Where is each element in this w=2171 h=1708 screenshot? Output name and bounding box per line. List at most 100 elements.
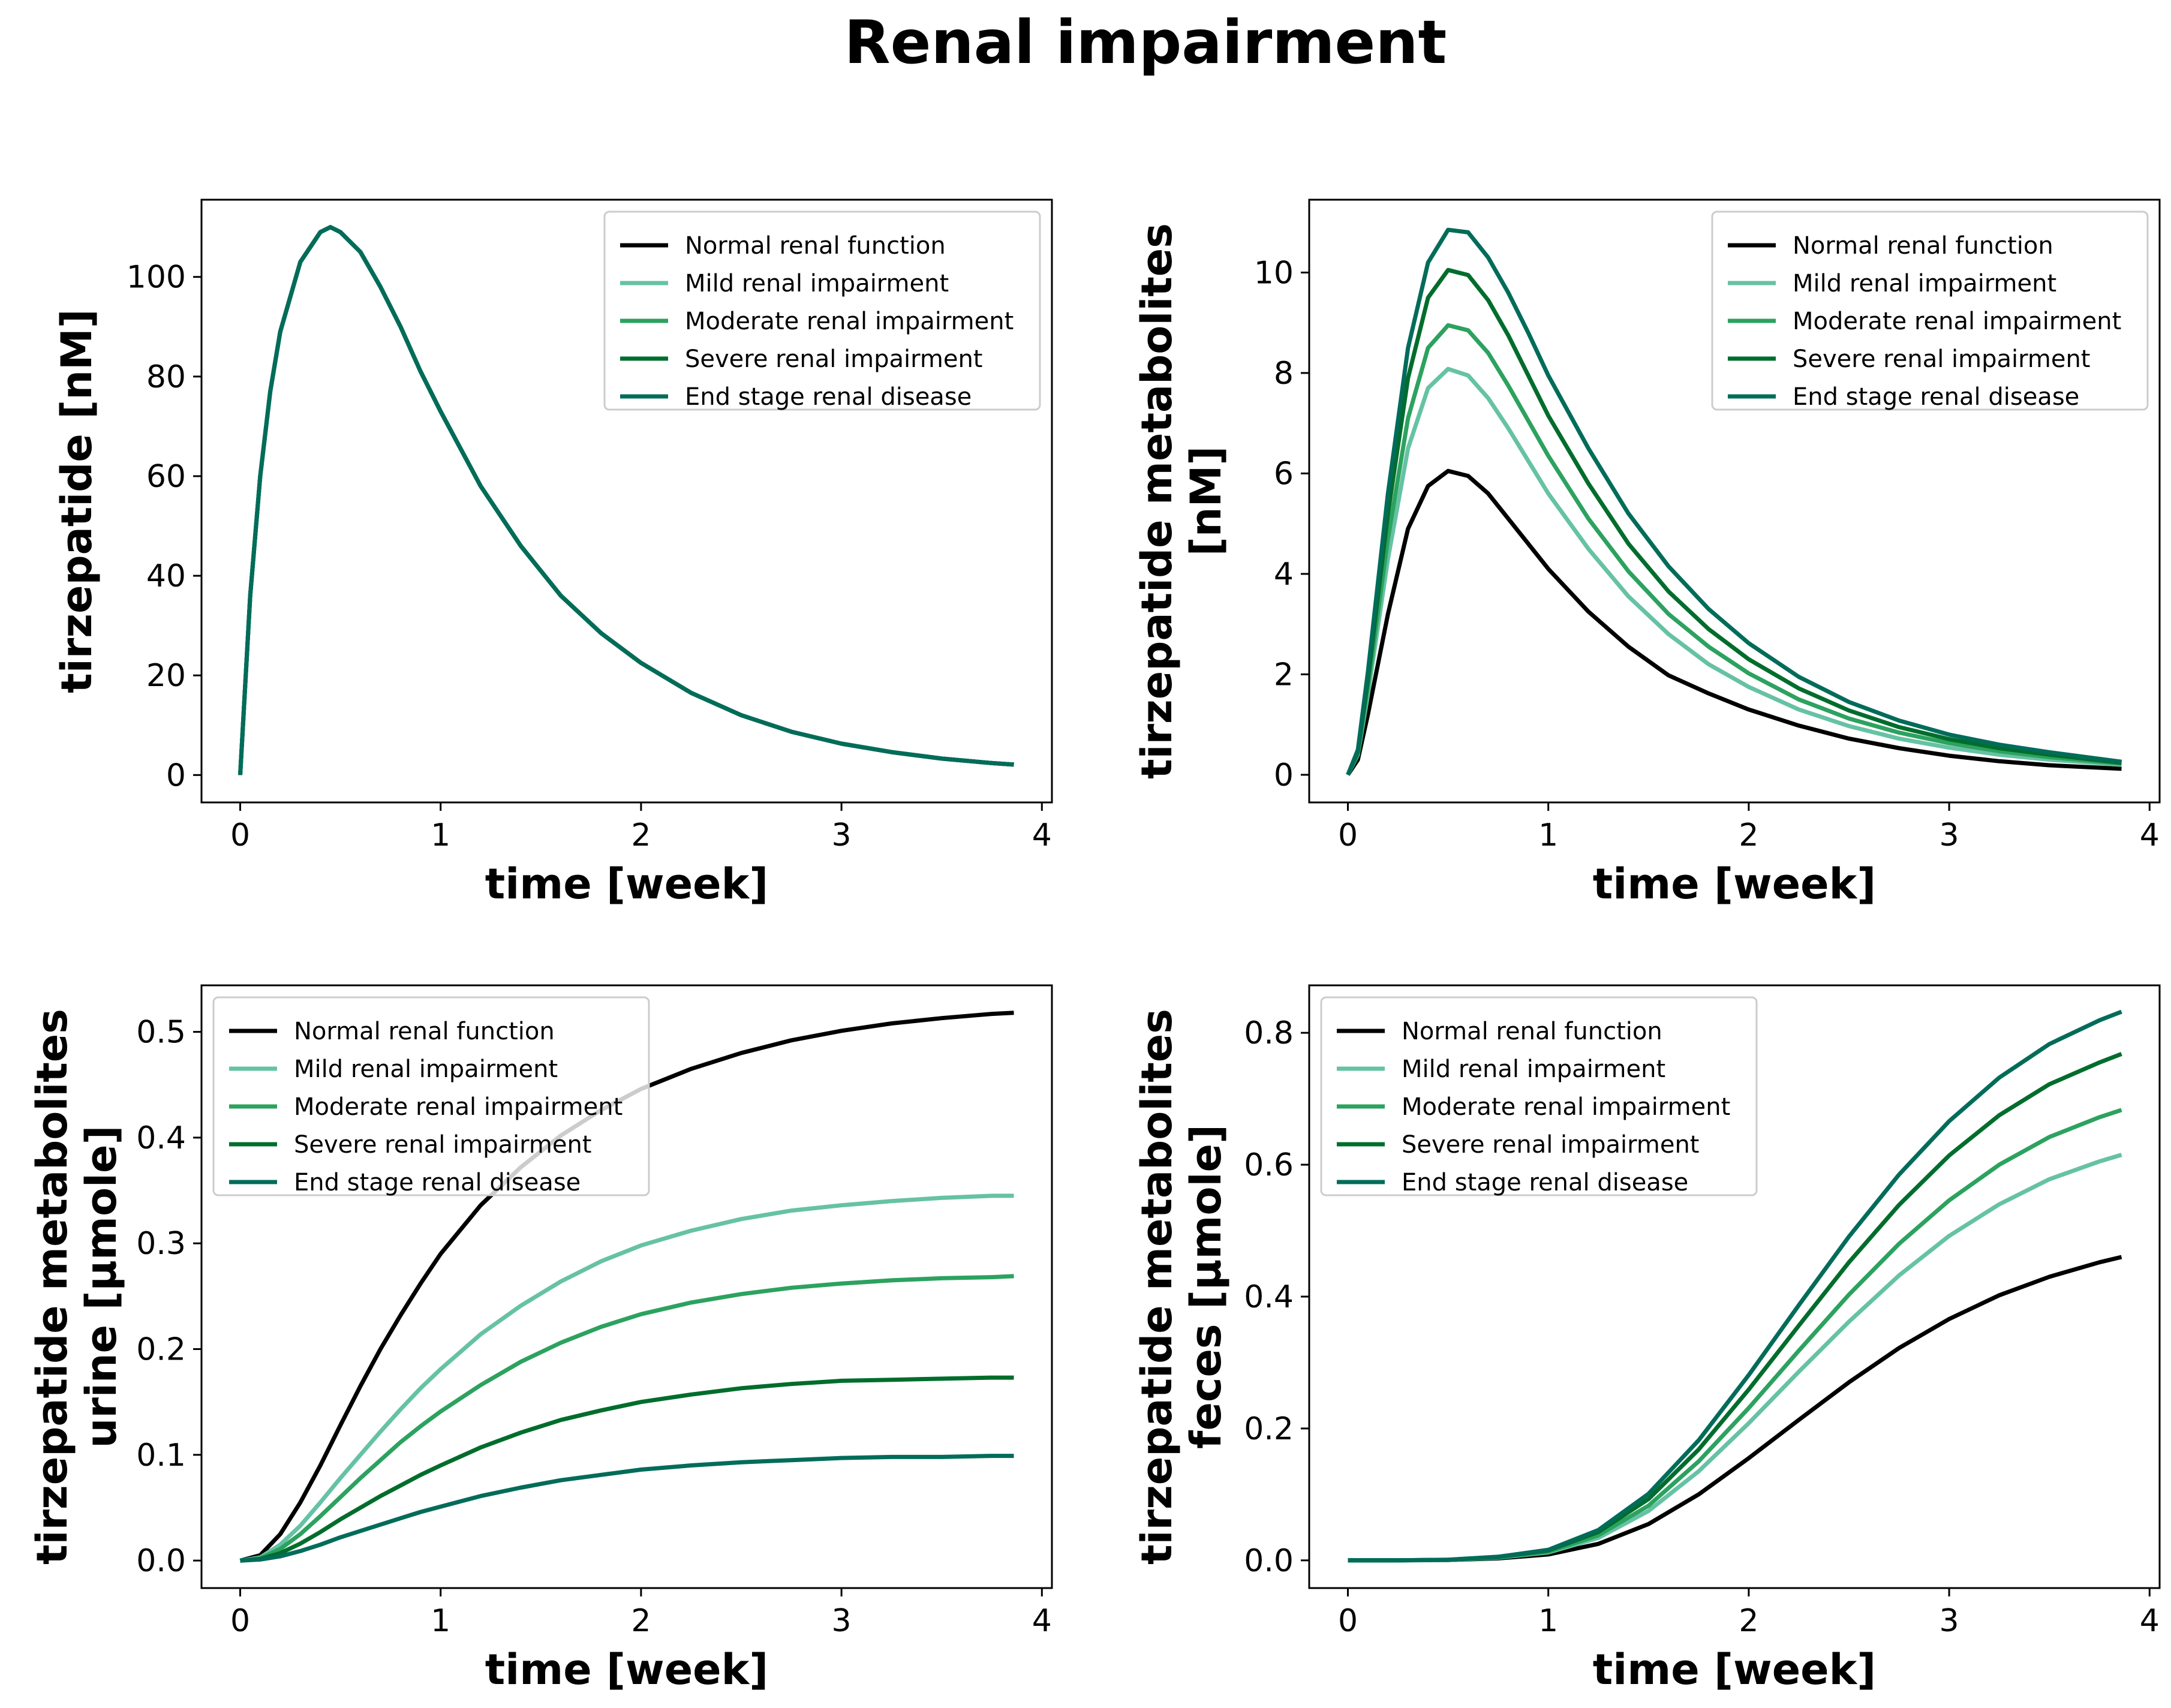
legend-label-4: Severe renal impairment xyxy=(1402,1131,1699,1159)
x-axis-label: time [week] xyxy=(1593,1645,1876,1694)
x-tick-label: 3 xyxy=(832,817,852,853)
axes-frame xyxy=(200,984,1053,1589)
y-tick-label: 0.0 xyxy=(1244,1543,1294,1579)
x-tick-label: 2 xyxy=(1739,1603,1758,1639)
x-tick-label: 1 xyxy=(431,817,450,853)
legend-label-1: Normal renal function xyxy=(685,232,946,260)
x-axis-label: time [week] xyxy=(485,1645,768,1694)
legend-label-3: Moderate renal impairment xyxy=(1402,1093,1730,1121)
y-axis-label-line: tirzepatide metabolites xyxy=(1132,1009,1181,1565)
legend-label-3: Moderate renal impairment xyxy=(685,308,1014,335)
legend-label-4: Severe renal impairment xyxy=(294,1131,591,1159)
legend-label-5: End stage renal disease xyxy=(1402,1169,1688,1196)
y-tick-label: 4 xyxy=(1274,557,1294,593)
legend-frame xyxy=(1711,211,2149,411)
y-tick-label: 0.5 xyxy=(136,1015,186,1051)
y-tick-label: 0.8 xyxy=(1244,1015,1294,1051)
y-axis-label-line: tirzepatide metabolites xyxy=(1132,223,1181,779)
legend-label-5: End stage renal disease xyxy=(294,1169,581,1196)
x-axis-label: time [week] xyxy=(1593,859,1876,909)
y-tick-label: 0.4 xyxy=(136,1120,186,1156)
y-axis-label-line: urine [µmole] xyxy=(77,1125,126,1448)
axes-frame xyxy=(1308,984,2161,1589)
y-axis-label: tirzepatide metabolites[nM] xyxy=(1132,223,1231,779)
subplot-4: 0 1 2 3 4 0.0 0.2 0.4 0.6 0.8 time [week] tirzepati… xyxy=(1132,984,2161,1694)
y-tick-label: 100 xyxy=(127,260,186,296)
legend-frame xyxy=(603,211,1041,411)
x-tick-label: 4 xyxy=(2140,817,2160,853)
series-line-4 xyxy=(240,1375,1014,1563)
figure-suptitle: Renal impairment xyxy=(844,7,1447,77)
y-tick-label: 40 xyxy=(146,558,186,594)
legend-label-1: Normal renal function xyxy=(1402,1018,1662,1045)
x-tick-label: 2 xyxy=(631,817,651,853)
legend-label-2: Mild renal impairment xyxy=(685,270,949,297)
series-group xyxy=(1348,1009,2122,1563)
series-line-5 xyxy=(1348,1009,2122,1563)
x-tick-label: 1 xyxy=(1538,817,1558,853)
y-tick-label: 0.1 xyxy=(136,1438,186,1474)
series-line-5 xyxy=(1346,227,2122,776)
series-line-1 xyxy=(1346,468,2122,776)
legend: Normal renal function Mild renal impairme… xyxy=(1320,996,1758,1196)
y-axis-label-line: feces [µmole] xyxy=(1181,1124,1231,1449)
legend-frame xyxy=(212,996,650,1196)
x-tick-label: 3 xyxy=(832,1603,852,1639)
x-tick-label: 4 xyxy=(1032,1603,1052,1639)
axes-frame xyxy=(1308,199,2161,804)
y-tick-label: 0.6 xyxy=(1244,1147,1294,1183)
subplot-2: 0 1 2 3 4 0 2 4 6 8 10 time [week] tirzepatide metab… xyxy=(1132,199,2161,909)
legend: Normal renal function Mild renal impairme… xyxy=(603,211,1041,411)
x-tick-label: 4 xyxy=(1032,817,1052,853)
y-axis-label-line: tirzepatide [nM] xyxy=(52,309,101,693)
x-tick-label: 0 xyxy=(1338,817,1358,853)
y-axis-label-line: [nM] xyxy=(1181,446,1231,556)
series-line-5 xyxy=(238,225,1014,775)
series-line-2 xyxy=(239,1193,1014,1563)
x-tick-label: 0 xyxy=(230,1603,250,1639)
series-line-3 xyxy=(1346,323,2122,776)
y-tick-label: 8 xyxy=(1274,356,1294,392)
legend-label-1: Normal renal function xyxy=(1793,232,2053,260)
x-tick-label: 0 xyxy=(230,817,250,853)
y-axis-label: tirzepatide [nM] xyxy=(52,309,101,693)
legend-label-5: End stage renal disease xyxy=(1793,383,2079,411)
legend-label-2: Mild renal impairment xyxy=(294,1056,558,1083)
legend-label-3: Moderate renal impairment xyxy=(294,1093,623,1121)
series-line-4 xyxy=(1346,267,2122,776)
y-tick-label: 0.0 xyxy=(136,1543,186,1579)
legend-label-3: Moderate renal impairment xyxy=(1793,308,2121,335)
y-axis-label: tirzepatide metabolitesfeces [µmole] xyxy=(1132,1009,1231,1565)
x-tick-label: 3 xyxy=(1940,1603,1959,1639)
y-tick-label: 0 xyxy=(166,757,186,793)
y-tick-label: 0.2 xyxy=(1244,1411,1294,1447)
y-axis-label-line: tirzepatide metabolites xyxy=(28,1009,77,1565)
series-group xyxy=(1346,227,2122,776)
series-line-2 xyxy=(1346,366,2122,776)
legend: Normal renal function Mild renal impairme… xyxy=(212,996,650,1196)
y-tick-label: 0.2 xyxy=(136,1332,186,1368)
y-tick-label: 6 xyxy=(1274,456,1294,492)
x-tick-label: 2 xyxy=(1739,817,1758,853)
legend-frame xyxy=(1320,996,1758,1196)
series-group xyxy=(238,225,1014,775)
x-tick-label: 3 xyxy=(1940,817,1959,853)
y-tick-label: 10 xyxy=(1254,255,1294,291)
x-tick-label: 1 xyxy=(1538,1603,1558,1639)
legend-label-5: End stage renal disease xyxy=(685,383,972,411)
legend: Normal renal function Mild renal impairme… xyxy=(1711,211,2149,411)
x-tick-label: 2 xyxy=(631,1603,651,1639)
y-tick-label: 80 xyxy=(146,359,186,395)
x-tick-label: 4 xyxy=(2140,1603,2160,1639)
y-tick-label: 20 xyxy=(146,658,186,694)
y-tick-label: 0.3 xyxy=(136,1226,186,1262)
x-axis-label: time [week] xyxy=(485,859,768,909)
series-line-5 xyxy=(240,1454,1014,1563)
legend-label-4: Severe renal impairment xyxy=(685,345,982,373)
y-tick-label: 0.4 xyxy=(1244,1279,1294,1315)
subplot-3: 0 1 2 3 4 0.0 0.1 0.2 0.3 0.4 0.5 time [week] tirzep… xyxy=(28,984,1053,1694)
legend-label-2: Mild renal impairment xyxy=(1402,1056,1665,1083)
